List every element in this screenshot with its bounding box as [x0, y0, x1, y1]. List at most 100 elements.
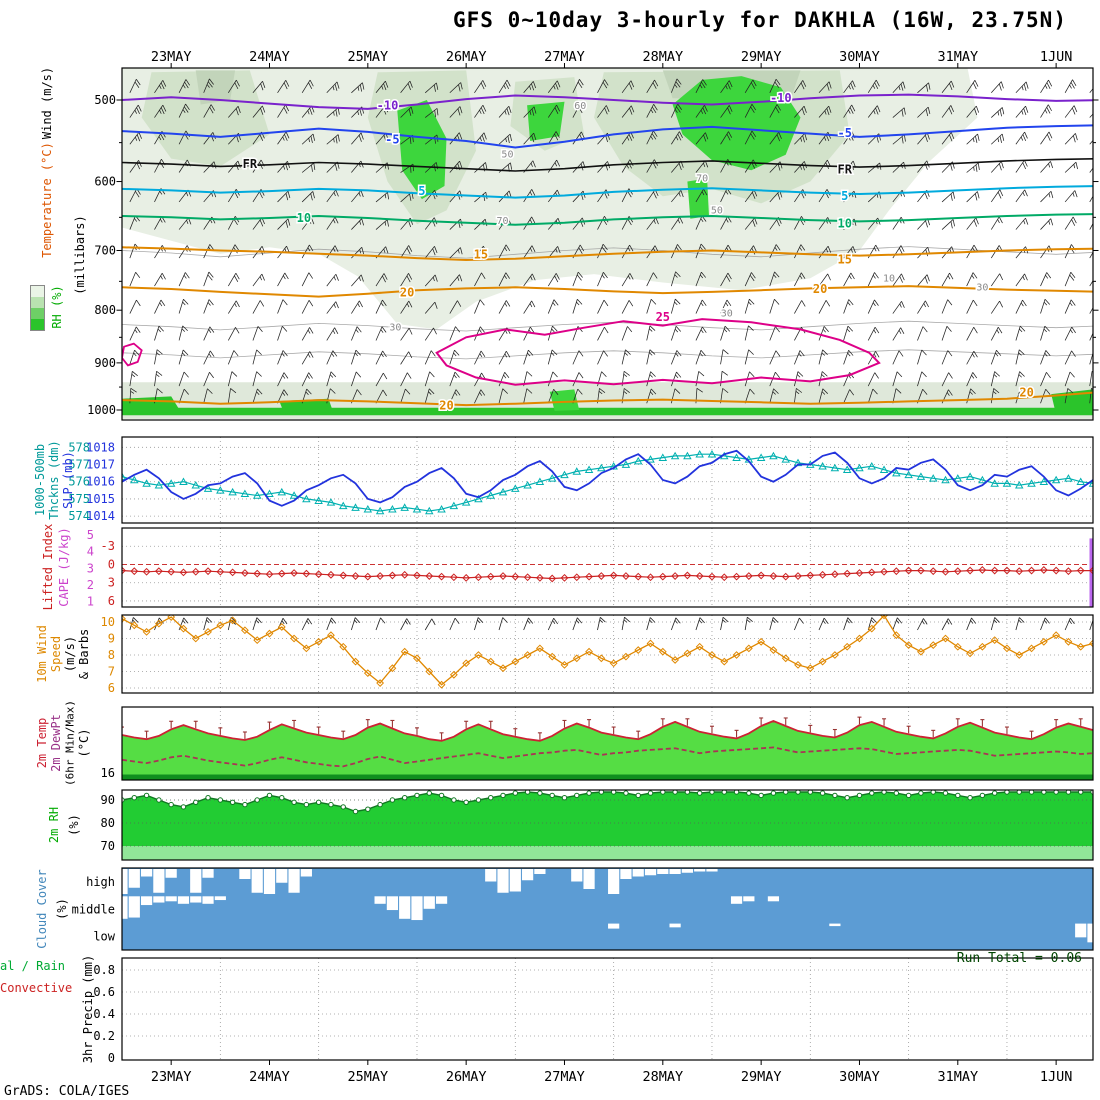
cloud-bar — [571, 869, 583, 882]
svg-text:0.2: 0.2 — [93, 1029, 115, 1043]
cloud-bar — [165, 896, 177, 902]
cloud-bar — [122, 869, 128, 894]
svg-text:23MAY: 23MAY — [151, 1069, 192, 1085]
temp2m-panel — [122, 707, 1093, 780]
convective-label: Convective — [0, 981, 73, 995]
svg-text:700: 700 — [94, 243, 116, 257]
svg-text:24MAY: 24MAY — [249, 1069, 290, 1085]
temp2m-label: 2m Temp — [35, 717, 49, 769]
cloud-bar — [767, 896, 780, 902]
cloud-bar — [386, 896, 399, 911]
cloud-bar — [608, 869, 620, 894]
cloud-bar — [140, 896, 153, 906]
svg-text:30MAY: 30MAY — [839, 49, 880, 65]
svg-text:15: 15 — [474, 247, 488, 261]
svg-text:0: 0 — [108, 1051, 115, 1065]
svg-text:high: high — [86, 875, 115, 889]
svg-text:middle: middle — [72, 902, 115, 916]
svg-text:1000: 1000 — [87, 403, 116, 417]
cloud-bar — [608, 923, 620, 929]
cloud-unit-label: (%) — [55, 898, 69, 920]
rh-axis-label: RH (%) — [50, 285, 64, 329]
svg-text:-3: -3 — [101, 539, 115, 553]
svg-text:26MAY: 26MAY — [446, 1069, 487, 1085]
svg-text:28MAY: 28MAY — [642, 1069, 683, 1085]
svg-text:4: 4 — [87, 545, 94, 559]
svg-text:-5: -5 — [837, 126, 851, 140]
svg-text:1018: 1018 — [86, 440, 115, 454]
dewpt-line — [122, 746, 1093, 768]
cloud-bar — [1075, 923, 1087, 938]
dewpt-label: 2m DewPt — [49, 714, 63, 772]
cloud-bar — [583, 869, 595, 889]
thickness-label-1: 1000-500mb — [33, 443, 47, 517]
rh2m-label: 2m RH — [47, 806, 61, 844]
svg-text:25MAY: 25MAY — [348, 1069, 389, 1085]
svg-text:1JUN: 1JUN — [1040, 1069, 1073, 1085]
cloud-bar — [202, 896, 214, 904]
slp-thickness-panel — [122, 437, 1093, 523]
svg-text:24MAY: 24MAY — [249, 49, 290, 65]
svg-text:30MAY: 30MAY — [839, 1069, 880, 1085]
svg-text:1017: 1017 — [86, 458, 115, 472]
cloud-bar — [128, 869, 140, 888]
svg-text:0.8: 0.8 — [93, 963, 115, 977]
run-total: Run Total = 0.06 — [956, 951, 1082, 966]
cloud-bar — [399, 896, 411, 919]
svg-text:6: 6 — [108, 594, 115, 608]
cloud-bar — [657, 869, 669, 874]
cloud-bar — [435, 896, 448, 904]
svg-text:574: 574 — [68, 509, 90, 523]
svg-text:9: 9 — [108, 632, 115, 646]
svg-text:10: 10 — [297, 211, 311, 225]
cloud-bar — [239, 869, 251, 879]
cape-label: CAPE (J/kg) — [57, 527, 71, 607]
svg-text:16: 16 — [101, 766, 115, 780]
cloud-bar — [300, 869, 312, 877]
svg-text:10: 10 — [837, 216, 851, 230]
thickness-label-2: Thckns (dm) — [47, 440, 61, 520]
svg-text:3: 3 — [108, 576, 115, 590]
cloud-bar — [620, 869, 632, 879]
svg-text:1: 1 — [87, 595, 94, 609]
cloud-bar — [669, 869, 681, 874]
wind10m-panel — [122, 615, 1093, 693]
svg-text:20: 20 — [1019, 386, 1033, 400]
svg-text:50: 50 — [711, 205, 723, 216]
precip-panel — [122, 958, 1093, 1060]
rh-colorbar-cell — [31, 286, 44, 297]
lifted-index-label: Lifted Index — [41, 523, 55, 611]
rh-colorbar-cell — [31, 308, 44, 319]
temp-unit-label: (°C) — [77, 728, 91, 758]
svg-text:500: 500 — [94, 93, 116, 107]
svg-text:70: 70 — [696, 174, 708, 185]
svg-text:1014: 1014 — [86, 509, 115, 523]
lifted-index-line — [122, 569, 1093, 580]
wind10m-label-2: Speed — [49, 635, 63, 673]
cloud-bar — [202, 869, 214, 878]
cloud-bar — [276, 869, 288, 883]
svg-text:576: 576 — [68, 475, 90, 489]
svg-text:578: 578 — [68, 440, 90, 454]
cloud-bar — [190, 869, 202, 893]
rh-colorbar — [30, 285, 45, 331]
x-axis-labels: 23MAY 23MAY 24MAY 24MAY 25MAY 25MAY 26MAY 26MAY… — [151, 49, 1073, 1085]
svg-text:27MAY: 27MAY — [544, 1069, 585, 1085]
svg-text:-5: -5 — [385, 132, 399, 146]
svg-text:28MAY: 28MAY — [642, 49, 683, 65]
svg-text:10: 10 — [883, 273, 895, 284]
cloud-bar — [644, 869, 657, 876]
rh2m-unit-label: (%) — [67, 814, 81, 836]
svg-text:8: 8 — [108, 648, 115, 662]
cloud-bar — [423, 896, 435, 909]
cloud-bar — [153, 869, 165, 893]
svg-text:5: 5 — [418, 184, 425, 198]
svg-text:30: 30 — [976, 282, 988, 293]
svg-text:10: 10 — [101, 615, 115, 629]
cloud-cover-label: Cloud Cover — [35, 869, 49, 949]
rh-colorbar-cell — [31, 319, 44, 330]
cloud-bar — [1087, 923, 1093, 943]
wind10m-line — [122, 615, 1093, 686]
svg-text:25: 25 — [656, 310, 670, 324]
slp-label: SLP (mb) — [61, 451, 75, 509]
